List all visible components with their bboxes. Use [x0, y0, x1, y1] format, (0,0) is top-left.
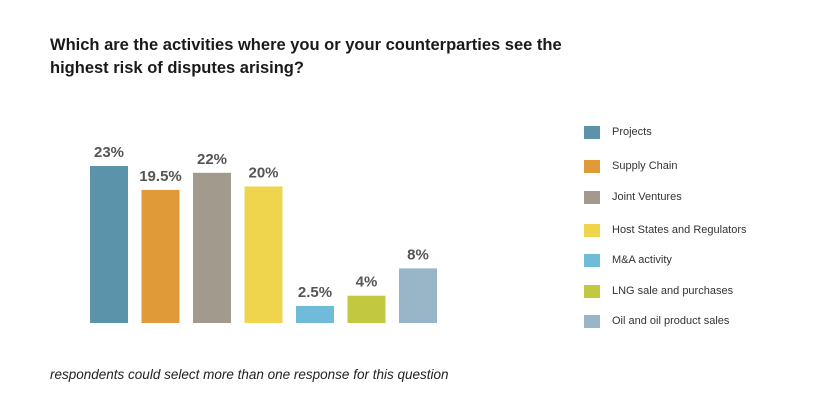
- legend-swatch-joint-ventures: [584, 190, 600, 204]
- chart-title-line-2: highest risk of disputes arising?: [50, 59, 304, 77]
- legend-item-host-states: Host States and Regulators: [584, 222, 747, 238]
- legend-item-supply-chain: Supply Chain: [584, 158, 677, 174]
- legend-label-host-states: Host States and Regulators: [612, 224, 747, 236]
- legend-swatch-oil-products: [584, 314, 600, 328]
- bar-6: [347, 295, 386, 323]
- legend-swatch-ma-activity: [584, 253, 600, 267]
- bar-value-label-7: 8%: [407, 246, 429, 263]
- legend-label-projects: Projects: [612, 126, 652, 138]
- bar-value-label-1: 23%: [94, 144, 124, 161]
- legend-item-lng: LNG sale and purchases: [584, 283, 733, 299]
- legend-item-joint-ventures: Joint Ventures: [584, 189, 682, 205]
- bar-2: [141, 189, 180, 323]
- legend-item-oil-products: Oil and oil product sales: [584, 313, 729, 329]
- bar-1: [90, 166, 128, 323]
- legend-label-joint-ventures: Joint Ventures: [612, 191, 682, 203]
- bar-value-label-4: 20%: [248, 164, 278, 181]
- legend-label-ma-activity: M&A activity: [612, 254, 672, 266]
- legend-label-supply-chain: Supply Chain: [612, 160, 678, 172]
- chart-title-line-1: Which are the activities where you or yo…: [50, 36, 562, 54]
- bar-value-label-3: 22%: [197, 151, 227, 168]
- bar-7: [399, 268, 437, 323]
- legend-swatch-projects: [584, 125, 600, 139]
- legend-swatch-supply-chain: [584, 159, 600, 173]
- legend-item-ma-activity: M&A activity: [584, 252, 672, 268]
- bar-5: [296, 305, 334, 323]
- bar-value-label-5: 2.5%: [298, 284, 332, 301]
- bar-4: [244, 186, 283, 323]
- bar-value-label-6: 4%: [356, 274, 378, 291]
- bar-value-label-2: 19.5%: [139, 168, 182, 185]
- footnote: respondents could select more than one r…: [50, 367, 449, 382]
- legend-label-lng: LNG sale and purchases: [612, 285, 734, 297]
- legend-swatch-host-states: [584, 223, 600, 237]
- legend-label-oil-products: Oil and oil product sales: [612, 315, 730, 327]
- legend-item-projects: Projects: [584, 124, 652, 140]
- legend-swatch-lng: [584, 284, 600, 298]
- bar-3: [193, 172, 231, 323]
- chart-title: Which are the activities where you or yo…: [50, 34, 610, 80]
